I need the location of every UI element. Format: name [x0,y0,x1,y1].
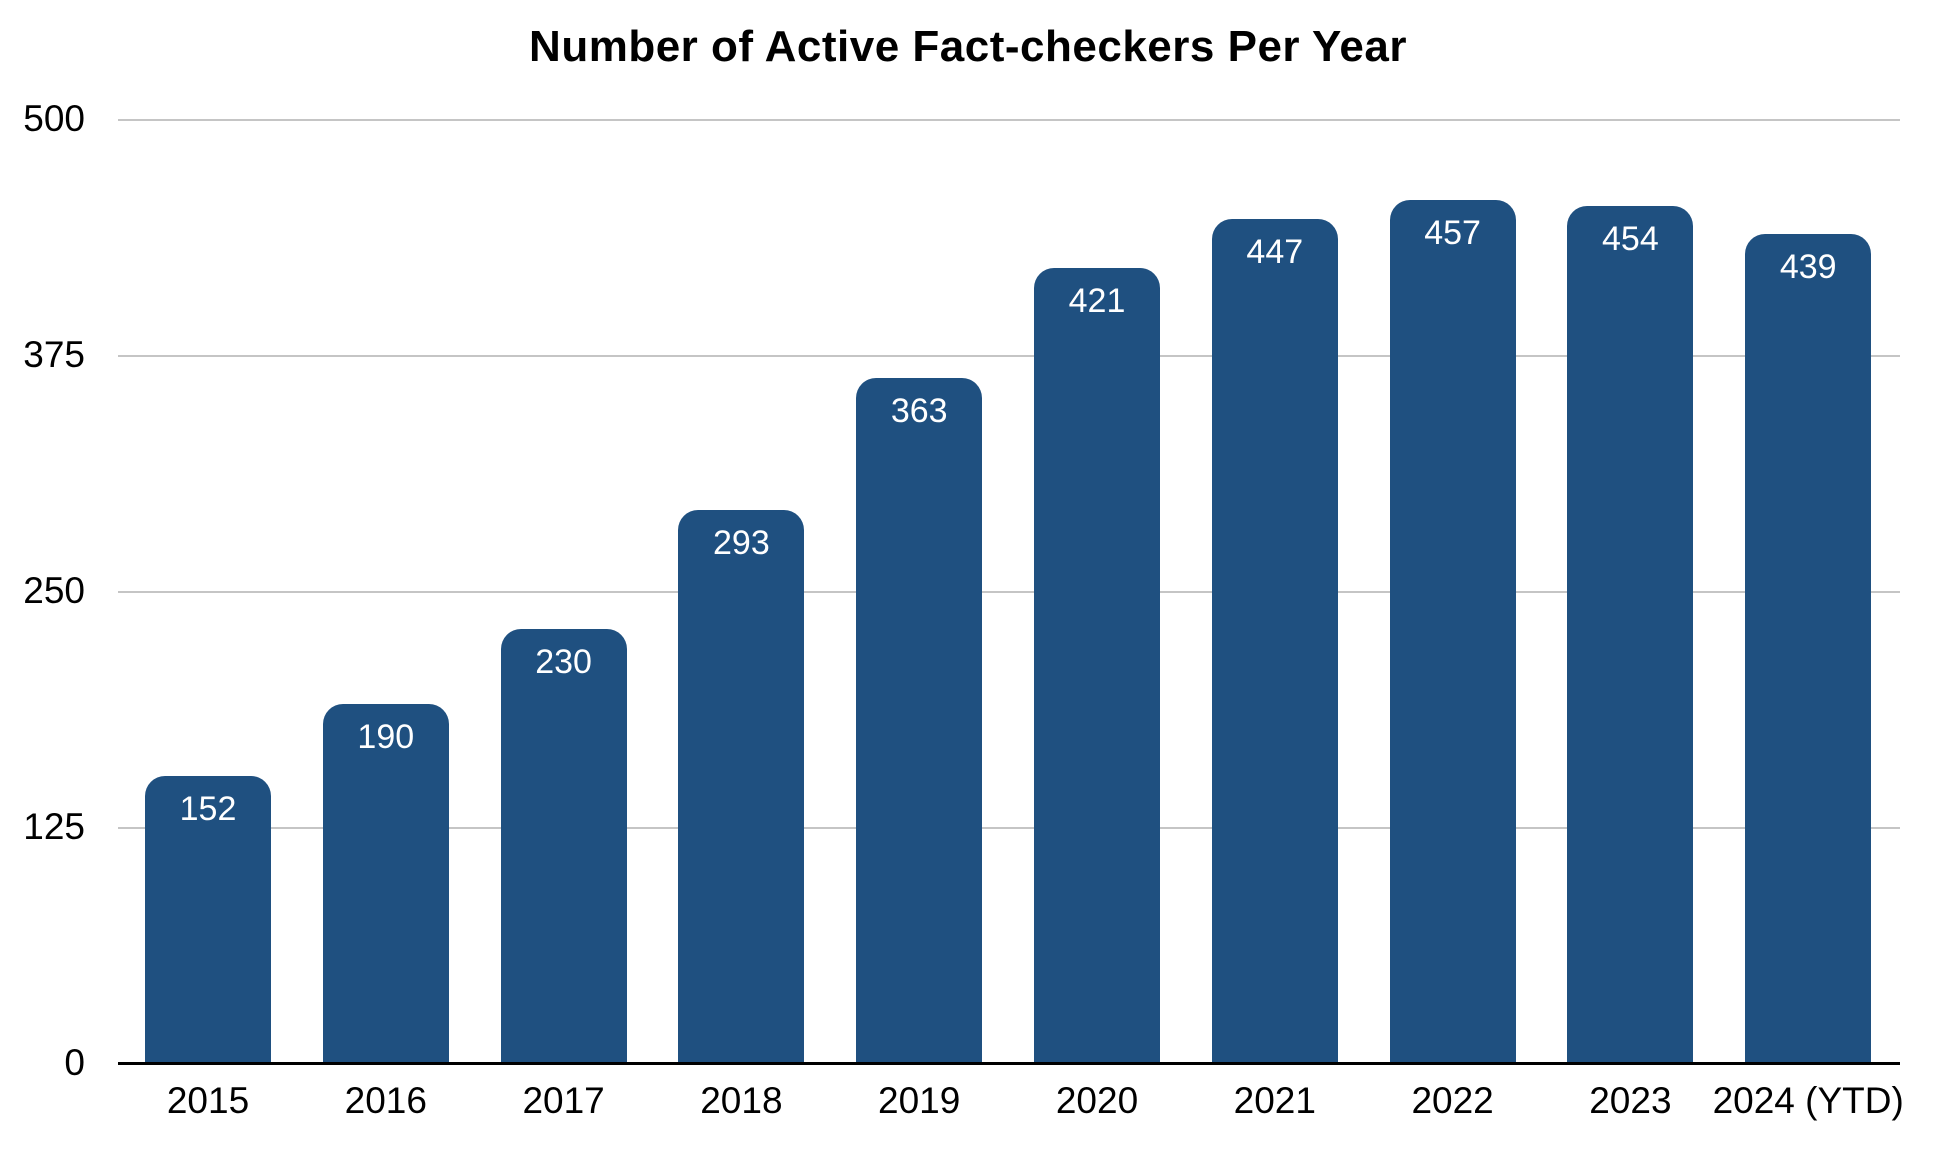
y-tick-label: 0 [64,1042,85,1083]
x-tick-label: 2022 [1411,1080,1494,1121]
bar-2020: 421 [1034,268,1160,1063]
chart-title: Number of Active Fact-checkers Per Year [529,22,1407,71]
bar-2021: 447 [1211,219,1338,1063]
bar-2015: 152 [145,776,271,1063]
x-tick-label: 2024 (YTD) [1712,1080,1904,1121]
bar-2024-ytd-: 439 [1745,234,1872,1063]
x-tick-label: 2017 [522,1080,605,1121]
bar-value-label: 293 [713,523,770,562]
x-tick-label: 2016 [344,1080,427,1121]
bar-value-label: 439 [1779,248,1837,287]
x-tick-label: 2023 [1589,1080,1672,1121]
x-tick-label: 2020 [1055,1080,1139,1121]
y-tick-label: 375 [23,334,85,375]
bar-value-label: 363 [890,391,948,430]
x-axis-line [118,1061,1900,1065]
bar-2017: 230 [500,628,627,1063]
x-tick-label: 2021 [1233,1080,1316,1121]
x-tick-label: 2019 [878,1080,961,1121]
x-tick-label: 2015 [166,1080,250,1121]
bar-value-label: 421 [1068,282,1126,321]
bar-value-label: 454 [1602,219,1659,258]
gridline-y-500 [118,119,1900,121]
bar-value-label: 152 [179,790,237,829]
bar-value-label: 457 [1424,214,1481,253]
bar-value-label: 190 [357,718,415,757]
y-tick-label: 500 [23,98,85,139]
bar-value-label: 230 [535,642,592,681]
y-tick-label: 125 [23,806,85,847]
bar-2018: 293 [678,509,805,1063]
bar-2022: 457 [1389,200,1516,1063]
x-tick-label: 2018 [700,1080,783,1121]
gridline-y-125 [118,827,1900,829]
gridline-y-250 [118,591,1900,593]
bar-2023: 454 [1567,205,1694,1063]
bar-2019: 363 [856,377,983,1063]
y-tick-label: 250 [23,570,85,611]
bar-2016: 190 [322,704,449,1063]
bar-value-label: 447 [1246,233,1304,272]
gridline-y-375 [118,355,1900,357]
